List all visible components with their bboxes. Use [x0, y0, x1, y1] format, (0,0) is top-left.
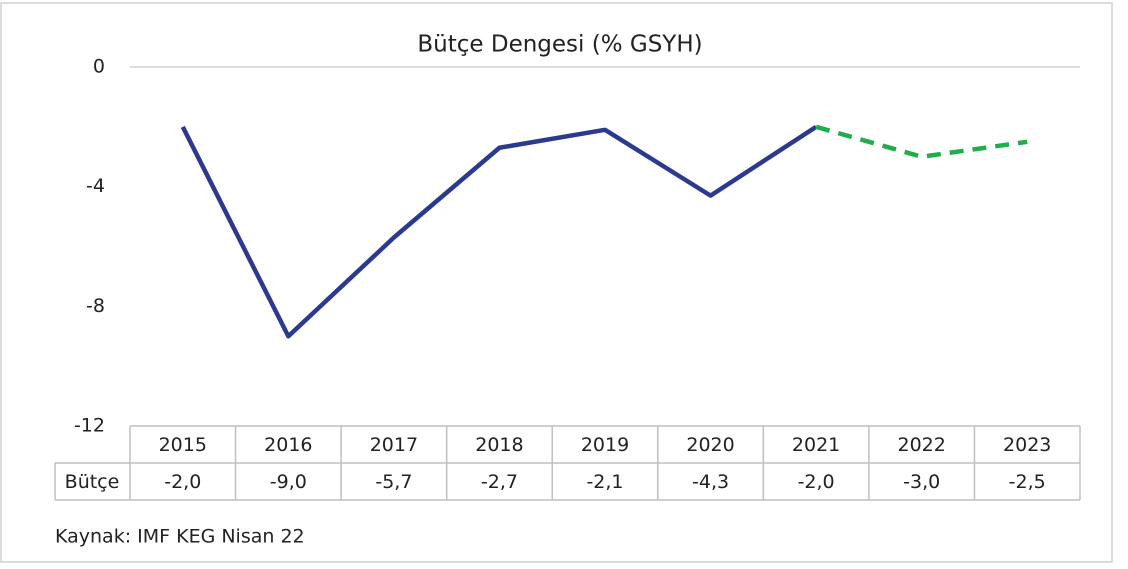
data-label: -2,0 [798, 471, 835, 493]
x-tick-label: 2020 [686, 434, 734, 456]
chart-title: Bütçe Dengesi (% GSYH) [417, 32, 702, 58]
line-forecast [815, 124, 1028, 159]
y-tick-label: -4 [86, 175, 105, 197]
line-actual [180, 124, 818, 339]
data-label: -4,3 [692, 471, 729, 493]
x-tick-label: 2015 [159, 434, 207, 456]
data-label: -3,0 [903, 471, 940, 493]
y-tick-label: -8 [86, 295, 105, 317]
y-tick-label: -12 [74, 415, 105, 437]
data-label: -9,0 [270, 471, 307, 493]
data-label: -2,0 [164, 471, 201, 493]
data-label: -2,5 [1009, 471, 1046, 493]
source-note: Kaynak: IMF KEG Nisan 22 [55, 526, 305, 548]
x-tick-label: 2021 [792, 434, 840, 456]
legend-label: Bütçe [65, 471, 120, 493]
data-label: -2,1 [586, 471, 623, 493]
y-tick-label: 0 [93, 56, 105, 78]
x-tick-label: 2019 [581, 434, 629, 456]
x-tick-label: 2022 [897, 434, 945, 456]
x-tick-label: 2018 [475, 434, 523, 456]
data-label: -5,7 [375, 471, 412, 493]
x-tick-label: 2017 [370, 434, 418, 456]
x-tick-label: 2016 [264, 434, 312, 456]
x-tick-label: 2023 [1003, 434, 1051, 456]
data-label: -2,7 [481, 471, 518, 493]
chart-border [0, 2, 1113, 563]
